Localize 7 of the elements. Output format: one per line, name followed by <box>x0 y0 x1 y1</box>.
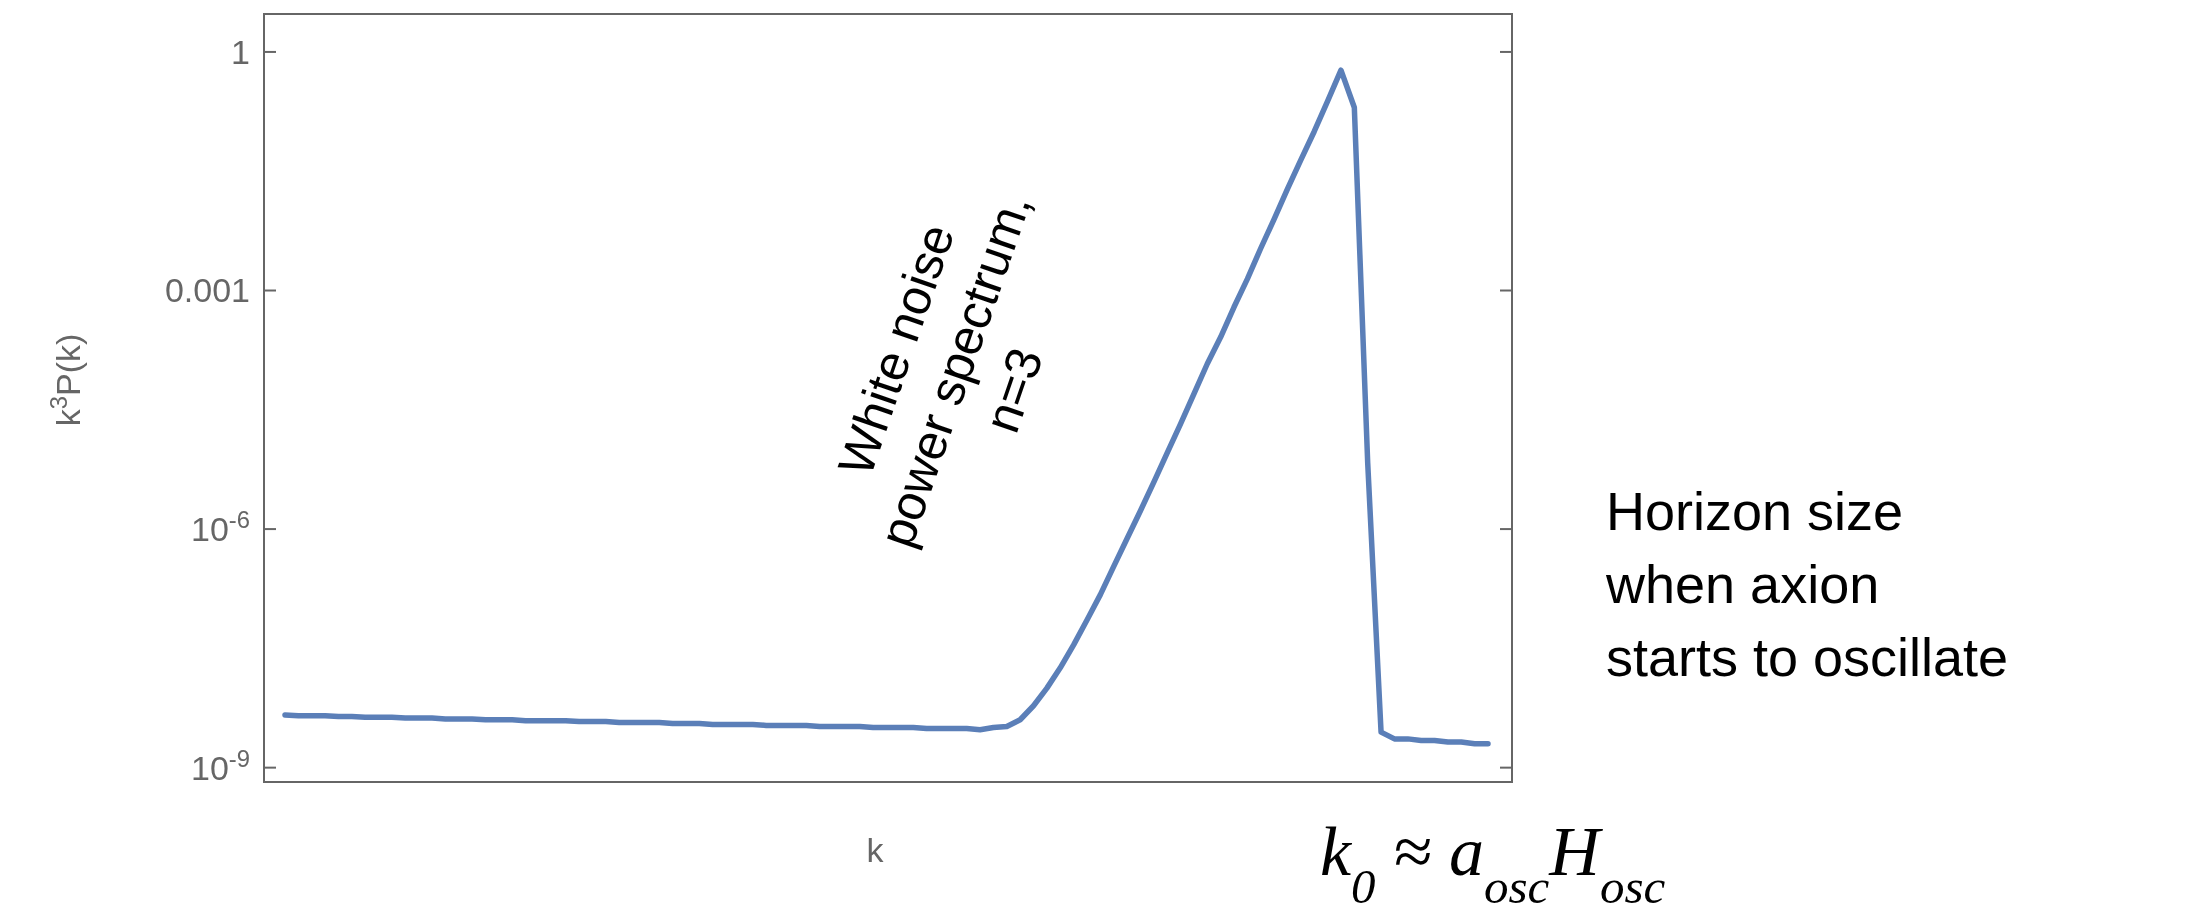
x-axis-title: k <box>866 831 885 869</box>
y-tick-label: 10$^{-9}$ <box>191 744 250 787</box>
text: Horizon size when axion starts to oscillate <box>1605 481 2009 687</box>
text: k$_{0}$ ≈ a$_{osc}$H$_{osc}$ <box>1320 813 1666 906</box>
y-tick-label: 10$^{-6}$ <box>191 505 250 548</box>
y-tick-label: 0.001 <box>164 271 250 310</box>
y-tick-label: 1 <box>231 32 250 71</box>
